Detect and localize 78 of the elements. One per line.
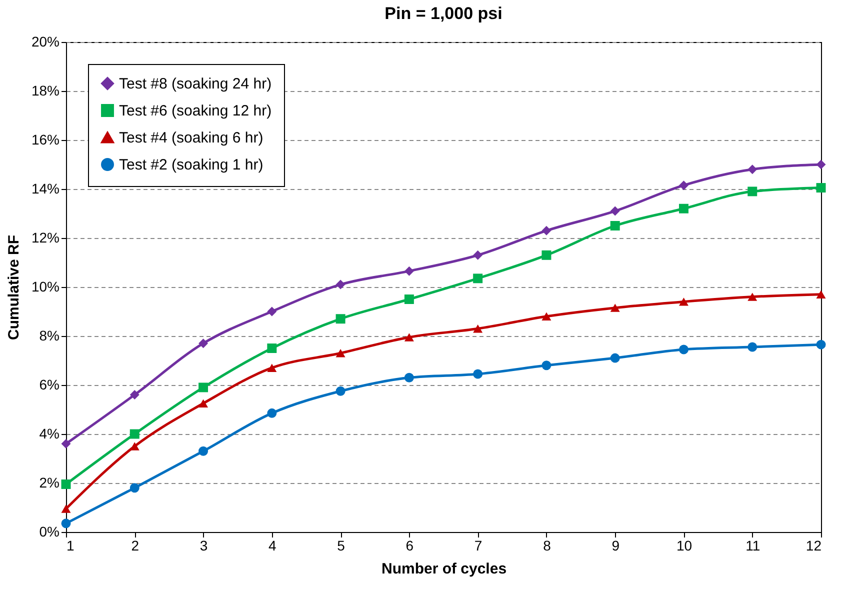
point	[198, 382, 208, 392]
point	[130, 390, 140, 400]
point	[542, 312, 552, 321]
x-tick-label: 4	[268, 538, 277, 554]
point	[473, 274, 483, 284]
y-tick-label: 2%	[39, 474, 60, 490]
point	[473, 369, 483, 379]
point	[336, 314, 346, 324]
point	[267, 408, 277, 418]
x-axis-title: Number of cycles	[381, 560, 507, 578]
point	[678, 344, 688, 354]
point	[404, 333, 414, 342]
point	[816, 290, 826, 298]
y-tick-label: 6%	[39, 376, 60, 392]
point	[267, 344, 277, 353]
point	[473, 250, 483, 260]
y-tick-label: 8%	[39, 328, 60, 344]
point	[267, 364, 277, 372]
point	[130, 429, 140, 439]
y-tick-label: 0%	[39, 524, 60, 540]
point	[130, 442, 140, 450]
legend-label: Test #4 (soaking 6 hr)	[119, 130, 264, 146]
y-axis-title: Cumulative RF	[5, 234, 22, 340]
point	[610, 221, 620, 230]
point	[61, 439, 71, 449]
point	[816, 160, 826, 170]
point	[678, 298, 688, 306]
point	[198, 399, 208, 408]
point	[404, 372, 414, 382]
point	[61, 479, 71, 489]
point	[748, 164, 758, 174]
point	[748, 186, 758, 196]
x-tick-label: 1	[66, 538, 74, 554]
point	[610, 304, 620, 312]
legend-label: Test #2 (soaking 1 hr)	[119, 156, 264, 174]
x-tick-label: 5	[337, 538, 346, 554]
point	[130, 483, 140, 493]
x-tick-label: 6	[406, 538, 414, 554]
point	[610, 206, 620, 216]
point	[678, 204, 688, 214]
point	[542, 360, 552, 370]
point	[748, 292, 758, 301]
point	[748, 342, 758, 352]
y-tick-label: 20%	[31, 34, 60, 50]
y-tick-label: 16%	[31, 132, 60, 148]
x-tick-label: 11	[746, 538, 760, 554]
y-tick-label: 12%	[31, 230, 60, 246]
point	[816, 340, 826, 350]
point	[404, 266, 414, 276]
point	[542, 226, 552, 236]
y-tick-label: 18%	[31, 82, 60, 98]
point	[267, 306, 277, 316]
x-tick-label: 8	[543, 538, 552, 554]
point	[336, 280, 346, 290]
point	[336, 349, 346, 358]
point	[404, 294, 414, 304]
x-tick-label: 10	[676, 538, 692, 554]
y-tick-label: 4%	[39, 426, 60, 442]
y-tick-label: 10%	[31, 278, 60, 294]
point	[816, 183, 826, 193]
chart-title: Pin = 1,000 psi	[384, 4, 502, 23]
x-tick-label: 2	[131, 538, 140, 554]
point	[198, 338, 208, 348]
x-tick-label: 7	[474, 538, 482, 554]
x-tick-label: 12	[806, 538, 822, 554]
legend-label: Test #6 (soaking 12 hr)	[119, 102, 272, 120]
x-tick-label: 3	[200, 538, 208, 554]
point	[610, 353, 620, 363]
x-tick-label: 9	[612, 538, 620, 554]
point	[542, 250, 552, 260]
point	[61, 504, 71, 513]
y-tick-label: 14%	[31, 180, 60, 196]
point	[336, 386, 346, 396]
point	[198, 446, 208, 456]
point	[473, 324, 483, 333]
point	[678, 180, 688, 190]
point	[61, 518, 71, 528]
legend-label: Test #8 (soaking 24 hr)	[119, 76, 272, 92]
